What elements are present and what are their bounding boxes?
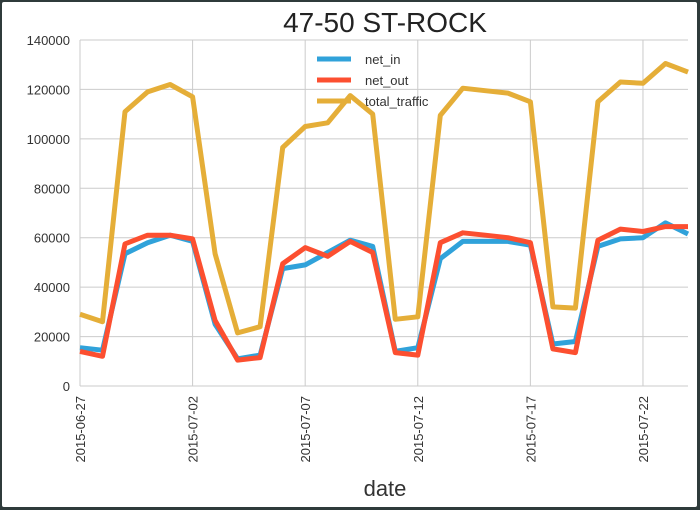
legend-label: total_traffic [365, 94, 429, 109]
grid-lines [79, 39, 688, 387]
y-tick-label: 40000 [34, 280, 70, 295]
x-tick-labels: 2015-06-27 2015-07-02 2015-07-07 2015-07-12… [73, 396, 651, 463]
legend: net_in net_out total_traffic [317, 52, 429, 109]
y-tick-label: 60000 [34, 231, 70, 246]
chart-title: 47-50 ST-ROCK [283, 7, 487, 38]
y-tick-label: 20000 [34, 330, 70, 345]
y-tick-label: 80000 [34, 181, 70, 196]
x-tick-label: 2015-07-02 [186, 396, 201, 463]
x-tick-label: 2015-07-17 [523, 396, 538, 463]
x-tick-label: 2015-07-12 [411, 396, 426, 463]
y-tick-label: 0 [63, 379, 70, 394]
y-tick-label: 120000 [27, 82, 70, 97]
series-lines [79, 61, 690, 363]
x-tick-label: 2015-06-27 [73, 396, 88, 463]
legend-label: net_out [365, 73, 409, 88]
legend-label: net_in [365, 52, 400, 67]
y-tick-label: 140000 [27, 33, 70, 48]
x-tick-label: 2015-07-22 [636, 396, 651, 463]
y-tick-labels: 0 20000 40000 60000 80000 100000 120000 140000 [27, 33, 70, 394]
series-line-net-out [79, 224, 688, 363]
y-tick-label: 100000 [27, 132, 70, 147]
x-tick-label: 2015-07-07 [298, 396, 313, 463]
x-axis-label: date [364, 476, 407, 501]
series-line-total-traffic [79, 61, 689, 336]
